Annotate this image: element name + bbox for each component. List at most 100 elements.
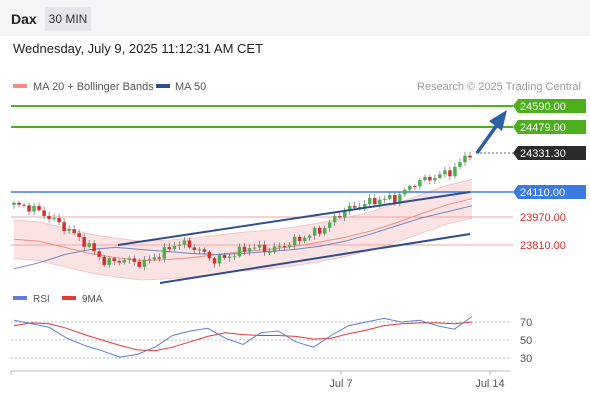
legend-swatch-rsi <box>13 296 27 300</box>
candle-body <box>262 244 267 252</box>
candle-body <box>137 261 142 267</box>
candle-body <box>67 229 71 231</box>
candle-body <box>182 240 187 245</box>
candle-body <box>197 249 202 251</box>
support-label-23970: 23970.00 <box>520 212 566 224</box>
candle-body <box>187 240 192 248</box>
candle-body <box>227 256 232 258</box>
x-tick-label-jul14: Jul 14 <box>475 378 504 390</box>
candle-body <box>162 247 167 259</box>
chart-datetime: Wednesday, July 9, 2025 11:12:31 AM CET <box>13 41 264 56</box>
legend-swatch-ma50 <box>156 84 170 88</box>
rsi-tick-30: 30 <box>520 353 532 365</box>
candle-body <box>97 251 101 257</box>
support-label-23810: 23810.00 <box>520 240 566 252</box>
candle-body <box>428 176 432 181</box>
candle-body <box>252 247 257 249</box>
source-credit: Research © 2025 Trading Central <box>417 81 581 93</box>
candle-body <box>408 185 412 190</box>
candle-body <box>322 227 327 234</box>
candle-body <box>448 170 452 177</box>
x-tick-label-jul7: Jul 7 <box>329 378 352 390</box>
candle-body <box>42 210 46 216</box>
channel-lower-line <box>159 233 471 284</box>
candle-body <box>232 256 237 258</box>
price-tag-label: 24479.00 <box>520 122 566 134</box>
price-tag-last: 24331.30 <box>513 146 586 160</box>
candle-body <box>418 180 422 187</box>
candle-body <box>458 162 462 167</box>
candle-body <box>363 203 367 207</box>
candle-body <box>112 258 116 262</box>
candle-body <box>57 218 61 223</box>
candle-body <box>172 245 177 250</box>
channel-upper-line <box>117 191 471 246</box>
candle-body <box>423 176 427 181</box>
forecast-arrow-head <box>489 110 507 131</box>
candle-body <box>453 166 457 177</box>
candle-body <box>463 155 467 163</box>
candle-body <box>352 206 357 208</box>
candle-body <box>358 206 362 208</box>
candle-body <box>212 258 217 264</box>
candle-body <box>47 215 51 219</box>
candle-body <box>257 244 262 248</box>
candle-body <box>332 216 337 223</box>
candle-body <box>12 202 16 205</box>
legend-swatch-ma20 <box>13 84 27 88</box>
candle-body <box>237 246 242 257</box>
candle-body <box>413 185 417 187</box>
candle-body <box>22 204 26 206</box>
candle-body <box>247 248 252 252</box>
timeframe-button[interactable]: 30 MIN <box>45 7 91 31</box>
candlestick-series <box>12 151 472 271</box>
top-bar: Dax 30 MIN <box>0 0 590 36</box>
candle-body <box>393 194 397 203</box>
candle-body <box>312 227 317 236</box>
candle-body <box>82 237 86 247</box>
price-tag-label: 24590.00 <box>520 101 566 113</box>
forecast-arrow-shaft <box>475 123 499 155</box>
candle-body <box>177 244 182 246</box>
candle-body <box>383 198 387 200</box>
candle-body <box>77 233 81 238</box>
candle-body <box>147 259 152 261</box>
candle-body <box>292 236 297 246</box>
candle-body <box>157 257 162 259</box>
candle-body <box>87 243 91 247</box>
price-tag-24590: 24590.00 <box>513 99 586 113</box>
candle-body <box>142 259 147 267</box>
candle-body <box>287 245 292 248</box>
candle-body <box>398 194 402 203</box>
candle-body <box>37 205 41 211</box>
candle-body <box>27 205 31 212</box>
candle-body <box>102 256 106 265</box>
candle-body <box>282 246 287 248</box>
candle-body <box>62 222 66 231</box>
ma50-line <box>13 205 473 270</box>
candle-body <box>388 194 392 199</box>
candle-body <box>272 246 277 252</box>
candle-body <box>132 258 137 262</box>
candle-body <box>337 216 342 218</box>
candle-body <box>117 261 121 263</box>
candle-body <box>297 236 302 242</box>
candle-body <box>17 202 21 205</box>
legend-label-9ma: 9MA <box>82 294 103 305</box>
candle-body <box>207 251 212 259</box>
candle-body <box>342 211 347 218</box>
candle-body <box>107 258 111 265</box>
candle-body <box>52 218 56 220</box>
candle-body <box>222 255 227 258</box>
candle-body <box>347 206 352 212</box>
rsi-line <box>13 316 473 358</box>
candle-body <box>307 235 312 238</box>
rsi-tick-50: 50 <box>520 335 532 347</box>
candle-body <box>302 237 307 242</box>
rsi-tick-70: 70 <box>520 317 532 329</box>
candle-body <box>202 249 207 252</box>
legend-label-ma50: MA 50 <box>175 81 206 93</box>
candle-body <box>122 260 126 263</box>
instrument-name: Dax <box>11 11 37 27</box>
